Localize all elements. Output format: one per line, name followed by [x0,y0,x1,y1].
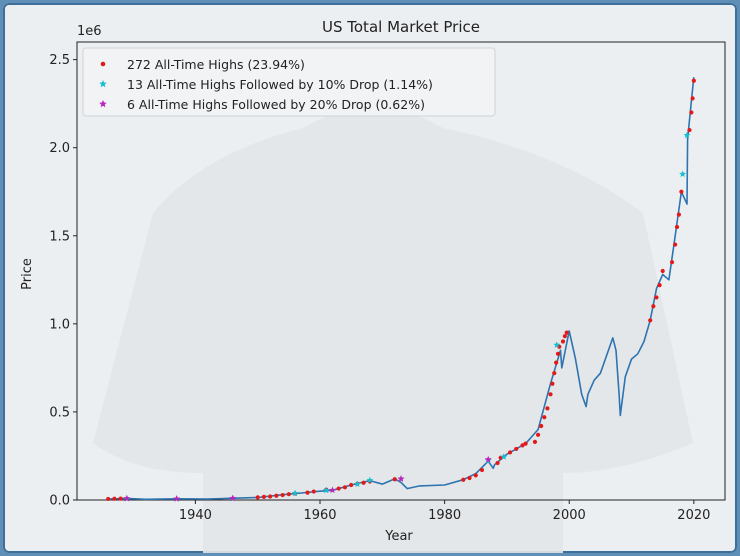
marker-all-time-high [542,415,547,420]
marker-all-time-high [349,482,354,488]
chart-title: US Total Market Price [322,18,480,36]
y-tick-label: 2.5 [49,53,70,68]
marker-all-time-high [690,96,695,101]
marker-all-time-high [676,212,681,217]
x-ticks: 1940 1960 1980 2000 2020 [179,500,710,523]
marker-all-time-high [261,494,267,499]
marker-all-time-high [560,339,566,344]
marker-all-time-high [673,242,678,247]
marker-all-time-high [651,304,656,309]
marker-all-time-high [548,392,553,397]
marker-all-time-high [342,485,348,490]
y-tick-label: 0.0 [49,494,70,509]
legend: 272 All-Time Highs (23.94%) 13 All-Time H… [82,47,496,117]
marker-high-20pct-drop [329,486,336,494]
legend-label: 6 All-Time Highs Followed by 20% Drop (0… [127,97,425,112]
marker-all-time-high [361,480,366,485]
x-tick-label: 1960 [303,508,336,523]
marker-all-time-high [112,496,117,501]
series-layer [108,77,695,501]
marker-high-20pct-drop [173,495,181,502]
marker-all-time-high [523,441,528,446]
legend-label: 13 All-Time Highs Followed by 10% Drop (… [127,77,433,92]
marker-all-time-high [520,443,525,448]
marker-all-time-high [461,477,466,482]
marker-high-10pct-drop [500,453,508,460]
marker-all-time-high [687,127,692,133]
marker-all-time-high [689,110,694,115]
marker-all-time-high [286,492,291,497]
marker-all-time-high [507,450,513,455]
x-tick-label: 2020 [677,508,710,523]
marker-all-time-high [255,495,260,500]
marker-all-time-high [479,467,485,473]
legend-swatch [100,61,106,67]
marker-all-time-high [669,260,675,265]
legend-label: 272 All-Time Highs (23.94%) [127,57,305,72]
marker-high-10pct-drop [553,341,561,348]
plot-area [76,41,726,501]
marker-all-time-high [473,473,478,478]
marker-all-time-high [311,489,316,494]
y-axis-label: Price [20,258,35,290]
background-figure [93,100,693,553]
y-tick-label: 1.5 [49,229,70,244]
marker-all-time-high [545,406,550,411]
marker-all-time-high [539,423,544,429]
marker-high-10pct-drop [322,486,330,494]
marker-all-time-high [562,334,567,339]
x-axis-label: Year [384,529,413,544]
marker-all-time-high [660,268,665,274]
x-tick-label: 2000 [553,508,586,523]
marker-all-time-high [674,224,680,230]
marker-all-time-high [564,330,569,335]
series-line-price [108,77,695,501]
y-tick-label: 2.0 [49,141,70,156]
marker-all-time-high [106,496,111,502]
marker-all-time-high [305,490,310,495]
marker-high-20pct-drop [229,494,237,502]
marker-high-20pct-drop [123,494,131,502]
marker-high-10pct-drop [291,489,299,497]
marker-high-10pct-drop [366,476,374,484]
figure-window: US Total Market Price 1e6 Year Price 194… [3,3,737,553]
x-tick-label: 1980 [428,508,461,523]
marker-all-time-high [555,351,561,356]
y-scale-label: 1e6 [77,24,102,39]
marker-all-time-high [552,371,557,376]
legend-swatch [99,100,107,108]
y-tick-label: 1.0 [49,317,70,332]
marker-all-time-high [657,282,662,288]
marker-all-time-high [532,439,538,444]
y-tick-label: 0.5 [49,405,70,420]
marker-all-time-high [467,475,472,481]
marker-all-time-high [280,492,285,498]
y-ticks: 0.0 0.5 1.0 1.5 2.0 2.5 [49,53,77,509]
marker-all-time-high [514,446,519,452]
legend-swatch [99,80,107,88]
marker-all-time-high [691,78,696,83]
marker-high-10pct-drop [679,170,687,178]
marker-high-20pct-drop [484,455,492,463]
marker-all-time-high [495,460,500,466]
legend-box [82,47,496,117]
marker-high-20pct-drop [397,475,405,482]
marker-all-time-high [274,493,279,498]
marker-all-time-high [392,477,397,482]
marker-all-time-high [654,295,659,300]
marker-all-time-high [535,432,541,437]
x-tick-label: 1940 [179,508,212,523]
marker-all-time-high [648,318,653,323]
marker-high-10pct-drop [353,480,361,488]
marker-all-time-high [679,189,684,194]
marker-all-time-high [268,494,273,499]
marker-all-time-high [118,496,123,501]
chart: US Total Market Price 1e6 Year Price 194… [20,18,726,553]
marker-all-time-high [554,360,559,365]
marker-all-time-high [550,381,555,386]
marker-high-10pct-drop [683,131,691,139]
marker-layer [106,78,696,502]
marker-all-time-high [336,486,341,491]
